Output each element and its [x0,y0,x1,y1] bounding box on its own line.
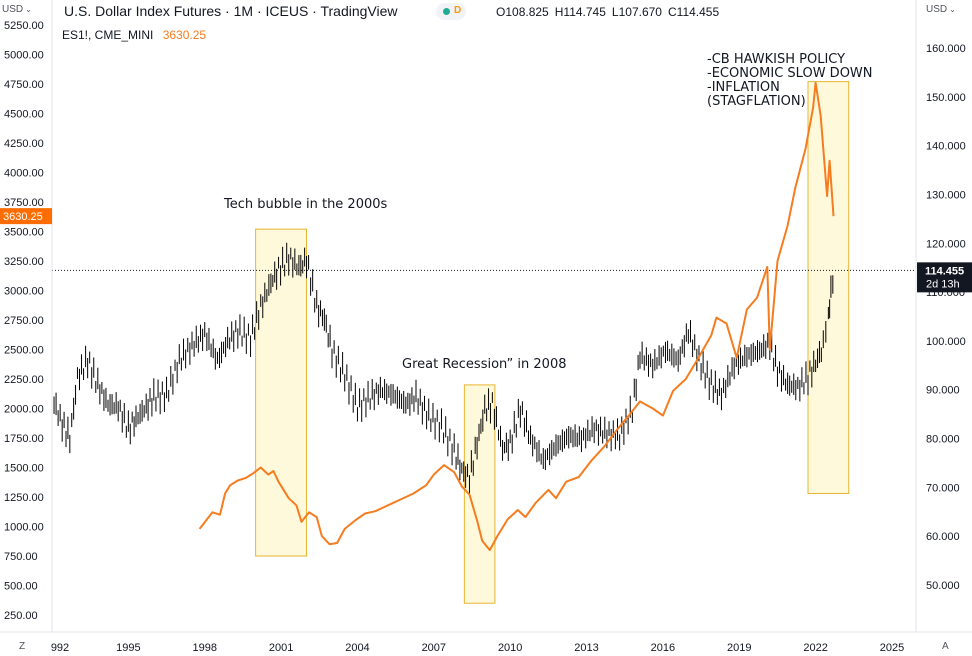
right-axis-tick-label: 100.000 [926,336,966,348]
right-axis-unit[interactable]: USD ⌄ [926,4,956,15]
ohlc-open-value: 108.825 [505,5,549,19]
right-axis-tick-label: 80.000 [926,434,960,446]
ohlc-close-value: 114.455 [676,5,720,19]
market-status-badge[interactable]: D [436,3,466,20]
es-last-price-label-bg [0,208,52,225]
left-axis-tick-label: 4750.00 [4,79,44,91]
annotation-text[interactable]: -INFLATION [707,80,780,95]
left-axis-tick-label: 250.00 [4,610,38,622]
right-axis-tick-label: 120.000 [926,238,966,250]
highlight-box-3[interactable] [807,81,850,494]
chevron-down-icon: ⌄ [949,5,956,14]
ohlc-values: O108.825 H114.745 L107.670 C114.455 [496,5,719,19]
dxy-last-price-label-bg [917,262,972,293]
time-axis-tick-label: 1995 [116,642,140,654]
right-axis-tick-label: 70.000 [926,482,960,494]
left-axis-tick-label: 2750.00 [4,315,44,327]
left-axis-tick-label: 2250.00 [4,374,44,386]
compare-symbol-value: 3630.25 [162,28,207,42]
ohlc-high-value: 114.745 [563,5,606,19]
dxy-countdown-label: 2d 13h [926,278,960,290]
right-axis-tick-label: 160.000 [926,43,966,55]
left-axis-tick-label: 1750.00 [4,433,44,445]
symbol-title[interactable]: U.S. Dollar Index Futures · 1M · ICEUS ·… [64,3,398,19]
auto-scale-button[interactable]: A [942,641,949,652]
time-axis-tick-label: 2025 [880,642,904,654]
time-axis-tick-label: 1998 [192,642,216,654]
ohlc-low-value: 107.670 [618,5,662,19]
zoom-reset-button[interactable]: Z [19,641,26,652]
es-last-price-label: 3630.25 [3,211,43,223]
right-axis-tick-label: 90.000 [926,385,960,397]
right-axis-tick-label: 60.000 [926,531,960,543]
time-axis-tick-label: 2010 [498,642,522,654]
left-axis-tick-label: 750.00 [4,551,38,563]
left-axis-tick-label: 3250.00 [4,256,44,268]
left-axis-tick-label: 5250.00 [4,20,44,32]
time-axis-tick-label: 2004 [345,642,369,654]
compare-symbol-legend[interactable]: ES1!, CME_MINI 3630.25 [62,28,206,42]
left-axis-tick-label: 4500.00 [4,109,44,121]
left-axis-tick-label: 2500.00 [4,345,44,357]
compare-symbol-name: ES1!, CME_MINI [62,28,154,42]
annotation-text[interactable]: (STAGFLATION) [707,94,806,109]
right-axis-tick-label: 50.000 [926,580,960,592]
left-axis-tick-label: 1250.00 [4,492,44,504]
es-series-line[interactable] [198,81,835,552]
time-axis-tick-label: 2013 [574,642,598,654]
right-axis-tick-label: 150.000 [926,92,966,104]
ohlc-open-key: O [496,5,506,19]
left-axis-tick-label: 1000.00 [4,522,44,534]
left-axis-unit[interactable]: USD ⌄ [2,4,32,15]
dxy-bars[interactable] [51,242,834,495]
left-axis-tick-label: 4000.00 [4,168,44,180]
right-axis-tick-label: 130.000 [926,189,966,201]
left-axis-tick-label: 2000.00 [4,404,44,416]
left-axis-tick-label: 1500.00 [4,463,44,475]
ohlc-high-key: H [554,5,564,19]
dxy-last-price-label: 114.455 [925,265,964,277]
ohlc-low-key: L [611,5,619,19]
annotation-text[interactable]: -ECONOMIC SLOW DOWN [707,66,873,81]
left-axis-tick-label: 3000.00 [4,286,44,298]
left-axis-tick-label: 3500.00 [4,227,44,239]
left-axis-tick-label: 4250.00 [4,138,44,150]
left-axis-tick-label: 500.00 [4,581,38,593]
time-axis-tick-label: 2001 [269,642,293,654]
left-axis-tick-label: 5000.00 [4,50,44,62]
time-axis-tick-label: 2007 [422,642,446,654]
annotation-text[interactable]: Great Recession” in 2008 [402,357,567,372]
time-axis-tick-label: 2016 [651,642,675,654]
time-axis-tick-label: 992 [51,642,69,654]
annotation-text[interactable]: Tech bubble in the 2000s [223,197,388,212]
annotation-text[interactable]: -CB HAWKISH POLICY [707,52,845,67]
ohlc-close-key: C [667,5,677,19]
highlight-box-1[interactable] [255,228,308,557]
right-axis-tick-label: 140.000 [926,141,966,153]
chevron-down-icon: ⌄ [25,5,32,14]
left-axis-tick-label: 3750.00 [4,197,44,209]
time-axis-tick-label: 2022 [803,642,827,654]
status-dot-icon [443,8,450,15]
time-axis-tick-label: 2019 [727,642,751,654]
